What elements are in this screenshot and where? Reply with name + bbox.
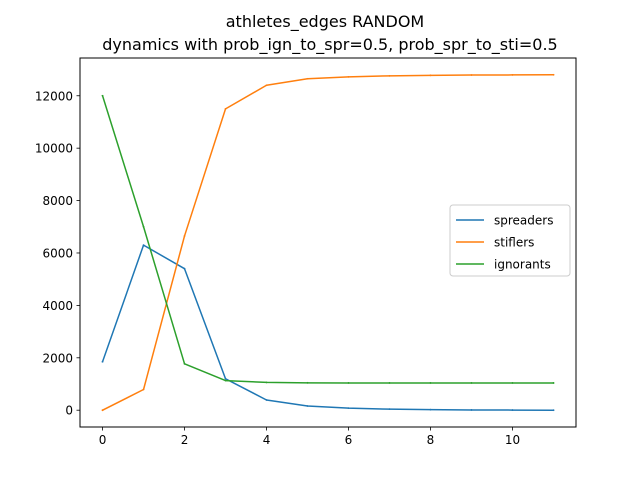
data-point-ignorants-11: [552, 382, 555, 384]
data-point-spreaders-5: [306, 405, 309, 407]
x-tick-label: 4: [263, 433, 271, 447]
data-point-stiflers-4: [265, 84, 268, 87]
legend: spreaders stiflers ignorants: [449, 204, 571, 277]
series-line-stiflers: [101, 74, 555, 412]
data-point-stiflers-2: [183, 235, 186, 237]
y-tick-label: 8000: [42, 194, 73, 208]
data-point-spreaders-10: [511, 409, 514, 411]
data-point-spreaders-1: [142, 244, 145, 247]
data-point-spreaders-7: [388, 408, 391, 411]
x-tick-label: 10: [505, 433, 520, 447]
data-point-spreaders-0: [101, 360, 104, 363]
legend-label-spreaders: spreaders: [494, 214, 553, 228]
y-tick-label: 4000: [42, 299, 73, 313]
x-tick-label: 2: [181, 433, 189, 447]
data-point-ignorants-5: [306, 381, 309, 384]
legend-label-ignorants: ignorants: [494, 258, 551, 272]
legend-label-stiflers: stiflers: [494, 236, 534, 250]
y-tick-label: 2000: [42, 351, 73, 365]
data-point-ignorants-4: [265, 381, 268, 384]
chart-title: athletes_edges RANDOM: [226, 12, 424, 32]
data-point-ignorants-0: [101, 94, 104, 97]
data-point-ignorants-10: [511, 382, 514, 384]
data-point-spreaders-8: [429, 408, 432, 411]
data-point-stiflers-7: [388, 74, 391, 77]
y-axis: 0 2000 4000 6000 8000 10000 12000: [35, 89, 80, 418]
data-point-ignorants-9: [470, 382, 473, 384]
data-point-stiflers-1: [142, 388, 145, 391]
y-tick-label: 0: [65, 404, 73, 418]
data-point-ignorants-2: [183, 362, 186, 365]
data-point-stiflers-10: [511, 74, 514, 76]
data-point-stiflers-11: [552, 73, 555, 76]
data-point-ignorants-8: [429, 382, 432, 384]
y-tick-label: 6000: [42, 246, 73, 260]
data-point-stiflers-5: [306, 77, 309, 80]
data-point-spreaders-6: [347, 407, 350, 410]
x-tick-label: 8: [427, 433, 435, 447]
data-point-stiflers-8: [429, 74, 432, 77]
series-lines: [101, 73, 555, 412]
data-point-stiflers-3: [224, 107, 227, 110]
data-point-stiflers-0: [101, 409, 104, 412]
series-line-ignorants: [101, 94, 555, 384]
x-axis: 0 2 4 6 8 10: [99, 427, 520, 447]
data-point-spreaders-9: [470, 409, 473, 411]
data-point-spreaders-2: [183, 267, 186, 270]
x-tick-label: 0: [99, 433, 107, 447]
y-tick-label: 12000: [35, 89, 73, 103]
chart-subtitle: dynamics with prob_ign_to_spr=0.5, prob_…: [102, 35, 557, 55]
data-point-spreaders-11: [552, 409, 555, 412]
x-tick-label: 6: [345, 433, 353, 447]
y-tick-label: 10000: [35, 142, 73, 156]
data-point-stiflers-9: [470, 74, 473, 76]
data-point-stiflers-6: [347, 75, 350, 78]
plot-frame: [79, 57, 577, 428]
legend-box: [449, 204, 571, 277]
series-line-spreaders: [101, 244, 555, 411]
data-point-spreaders-3: [224, 377, 227, 380]
data-point-ignorants-6: [347, 382, 350, 384]
data-point-spreaders-4: [265, 399, 268, 401]
data-point-ignorants-3: [224, 379, 227, 382]
data-point-ignorants-1: [142, 225, 145, 228]
data-point-ignorants-7: [388, 382, 391, 384]
